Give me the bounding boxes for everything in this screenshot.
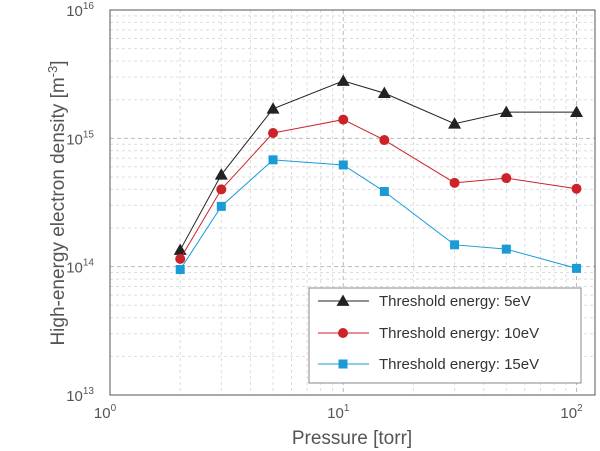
data-point-triangle (570, 105, 584, 118)
data-point-square (501, 244, 511, 254)
data-point-square (450, 240, 460, 250)
y-tick-label: 1014 (66, 258, 94, 277)
data-point-triangle (173, 243, 187, 255)
y-tick-label: 1015 (66, 129, 94, 148)
data-point-circle (449, 177, 460, 188)
data-point-triangle (266, 102, 280, 114)
data-point-triangle (214, 168, 228, 180)
data-point-square (379, 187, 389, 197)
data-point-triangle (377, 86, 391, 99)
plot-frame (109, 9, 596, 396)
legend-marker-triangle (336, 294, 350, 306)
series-line (179, 159, 577, 270)
x-axis-title: Pressure [torr] (292, 428, 412, 449)
data-point-circle (216, 184, 227, 195)
data-point-circle (268, 128, 279, 139)
data-point-circle (338, 114, 349, 125)
legend-label: Threshold energy: 15eV (379, 356, 539, 373)
legend-label: Threshold energy: 10eV (379, 325, 539, 342)
data-point-square (338, 160, 348, 170)
series-triangle (173, 74, 584, 255)
y-tick-label: 1013 (66, 386, 94, 405)
y-axis-title-exponent: -3 (45, 66, 60, 78)
data-point-circle (571, 183, 582, 194)
data-point-triangle (448, 117, 462, 129)
legend-marker-circle (338, 328, 348, 338)
data-point-square (572, 263, 582, 273)
data-point-square (175, 265, 185, 275)
legend-marker-square (338, 359, 348, 369)
data-point-triangle (336, 74, 350, 86)
legend-box (308, 287, 582, 384)
legend-label: Threshold energy: 5eV (379, 293, 531, 310)
legend: Threshold energy: 5eV Threshold energy: 1… (308, 287, 582, 384)
x-tick-label: 100 (94, 403, 117, 422)
data-point-square (216, 201, 226, 211)
series-group (173, 74, 584, 275)
x-tick-label: 101 (327, 403, 350, 422)
y-axis-title-close: ] (48, 60, 69, 65)
data-point-circle (175, 253, 186, 264)
data-point-square (268, 155, 278, 165)
y-tick-label: 1016 (66, 1, 94, 20)
data-point-triangle (499, 105, 513, 118)
data-point-circle (379, 135, 390, 146)
series-line (179, 80, 577, 251)
series-circle (175, 114, 582, 264)
y-axis-title: High-energy electron density [m-3] (45, 60, 69, 345)
y-axis-ticks: 1013 1014 1015 1016 (66, 1, 94, 405)
x-tick-label: 102 (560, 403, 583, 422)
data-point-circle (501, 173, 512, 184)
series-line (179, 119, 577, 260)
x-axis-ticks: 100 101 102 (94, 403, 583, 422)
series-square (175, 155, 582, 275)
